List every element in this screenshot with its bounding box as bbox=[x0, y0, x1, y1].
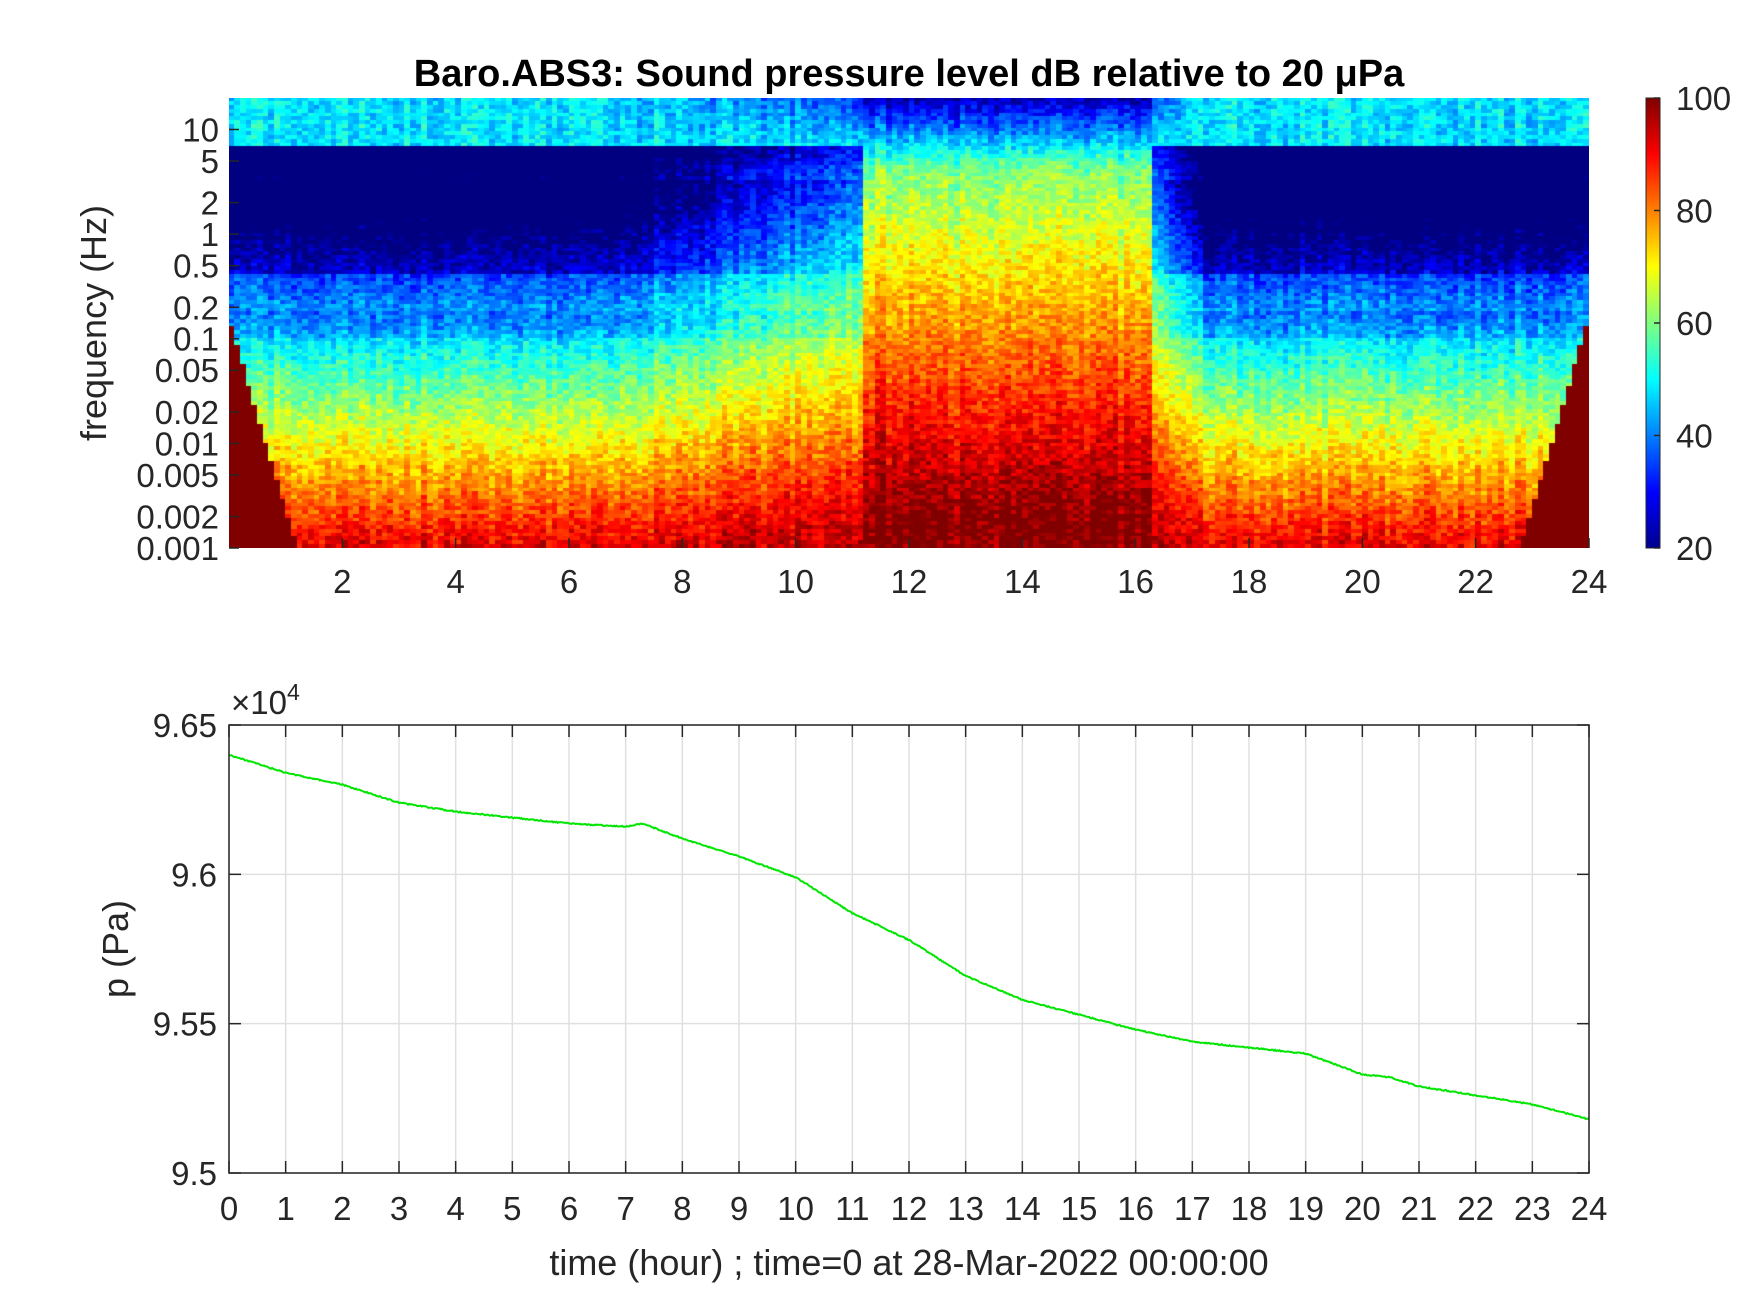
pressure-xtick-label: 0 bbox=[220, 1190, 238, 1227]
pressure-xtick-label: 8 bbox=[673, 1190, 691, 1227]
spec-ytick-label: 1 bbox=[201, 216, 219, 253]
spectrogram-ylabel: frequency (Hz) bbox=[73, 205, 114, 441]
pressure-xtick-label: 11 bbox=[835, 1190, 869, 1227]
pressure-xtick-label: 19 bbox=[1287, 1190, 1324, 1227]
spec-xtick-label: 24 bbox=[1571, 563, 1608, 600]
pressure-ytick-label: 9.65 bbox=[153, 707, 217, 744]
pressure-xtick-label: 18 bbox=[1231, 1190, 1268, 1227]
pressure-ytick-label: 9.6 bbox=[171, 856, 217, 893]
spec-xtick-label: 16 bbox=[1117, 563, 1154, 600]
pressure-xtick-label: 23 bbox=[1514, 1190, 1551, 1227]
colorbar-tick-label: 40 bbox=[1676, 418, 1713, 455]
colorbar-tick-label: 80 bbox=[1676, 193, 1713, 230]
spec-xtick-label: 22 bbox=[1457, 563, 1494, 600]
spec-xtick-label: 2 bbox=[333, 563, 351, 600]
spec-ytick-label: 5 bbox=[201, 143, 219, 180]
spectrogram bbox=[229, 98, 1589, 548]
spec-ytick-label: 10 bbox=[182, 111, 219, 148]
pressure-xtick-label: 21 bbox=[1401, 1190, 1438, 1227]
pressure-xtick-label: 1 bbox=[276, 1190, 294, 1227]
colorbar-tick-label: 60 bbox=[1676, 305, 1713, 342]
colorbar-tick-label: 20 bbox=[1676, 530, 1713, 567]
colorbar: 20 40 60 80 100 bbox=[1645, 80, 1731, 567]
pressure-xlabel: time (hour) ; time=0 at 28-Mar-2022 00:0… bbox=[549, 1242, 1268, 1283]
pressure-xtick-label: 13 bbox=[947, 1190, 984, 1227]
pressure-xtick-label: 16 bbox=[1117, 1190, 1154, 1227]
pressure-xtick-label: 17 bbox=[1174, 1190, 1211, 1227]
spec-ytick-label: 0.5 bbox=[173, 248, 219, 285]
spectrogram-image bbox=[229, 98, 1589, 548]
spec-xtick-label: 8 bbox=[673, 563, 691, 600]
spectrogram-ticks: 2 4 6 8 10 12 14 16 18 20 22 240.0010.0020.0050.010… bbox=[136, 111, 1607, 600]
spec-ytick-label: 0.001 bbox=[136, 530, 219, 567]
spec-ytick-label: 0.01 bbox=[155, 425, 219, 462]
pressure-xtick-label: 4 bbox=[446, 1190, 464, 1227]
pressure-xtick-label: 20 bbox=[1344, 1190, 1381, 1227]
spec-xtick-label: 10 bbox=[777, 563, 814, 600]
spec-ytick-label: 0.005 bbox=[136, 457, 219, 494]
pressure-xtick-label: 9 bbox=[730, 1190, 748, 1227]
spec-ytick-label: 0.002 bbox=[136, 499, 219, 536]
pressure-xtick-label: 15 bbox=[1061, 1190, 1098, 1227]
spec-ytick-label: 0.1 bbox=[173, 321, 219, 358]
pressure-ylabel: p (Pa) bbox=[95, 900, 136, 998]
pressure-exponent-label: ×104 bbox=[231, 679, 300, 721]
pressure-xtick-label: 2 bbox=[333, 1190, 351, 1227]
colorbar-tick-label: 100 bbox=[1676, 80, 1731, 117]
pressure-xtick-label: 12 bbox=[891, 1190, 928, 1227]
pressure-ytick-label: 9.55 bbox=[153, 1006, 217, 1043]
pressure-xtick-label: 3 bbox=[390, 1190, 408, 1227]
pressure-xtick-label: 6 bbox=[560, 1190, 578, 1227]
spec-xtick-label: 6 bbox=[560, 563, 578, 600]
spec-xtick-label: 14 bbox=[1004, 563, 1041, 600]
spec-xtick-label: 12 bbox=[891, 563, 928, 600]
pressure-xtick-label: 14 bbox=[1004, 1190, 1041, 1227]
spec-xtick-label: 4 bbox=[446, 563, 464, 600]
spec-ytick-label: 0.2 bbox=[173, 289, 219, 326]
pressure-xtick-label: 5 bbox=[503, 1190, 521, 1227]
spec-ytick-label: 2 bbox=[201, 185, 219, 222]
spec-xtick-label: 18 bbox=[1231, 563, 1268, 600]
pressure-line bbox=[229, 753, 1589, 1121]
pressure-xtick-label: 10 bbox=[777, 1190, 814, 1227]
spec-ytick-label: 0.05 bbox=[155, 352, 219, 389]
spec-xtick-label: 20 bbox=[1344, 563, 1381, 600]
pressure-xtick-label: 24 bbox=[1571, 1190, 1608, 1227]
pressure-xtick-label: 22 bbox=[1457, 1190, 1494, 1227]
pressure-ytick-label: 9.5 bbox=[171, 1155, 217, 1192]
chart-title: Baro.ABS3: Sound pressure level dB relat… bbox=[414, 53, 1405, 95]
spec-ytick-label: 0.02 bbox=[155, 394, 219, 431]
pressure-plot: 0 1 2 3 4 5 6 7 8 9 10 11 12 13 14 15 16 17 18 19 20 21 22 23 24… bbox=[153, 707, 1608, 1227]
pressure-xtick-label: 7 bbox=[616, 1190, 634, 1227]
